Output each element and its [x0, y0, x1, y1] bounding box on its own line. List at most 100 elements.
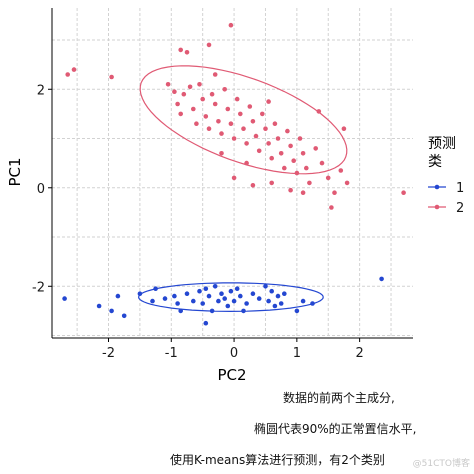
point-cluster-2 — [269, 155, 275, 161]
point-cluster-2 — [332, 190, 337, 195]
y-tick-label: 2 — [37, 83, 45, 98]
point-cluster-2 — [191, 106, 196, 112]
point-cluster-2 — [231, 175, 237, 181]
point-cluster-2 — [313, 146, 319, 151]
point-cluster-2 — [278, 151, 284, 156]
x-tick-label: 2 — [355, 346, 363, 361]
point-cluster-1 — [228, 288, 234, 294]
point-cluster-2 — [172, 89, 177, 94]
point-cluster-1 — [150, 298, 155, 304]
point-cluster-1 — [272, 303, 278, 309]
point-cluster-1 — [153, 286, 158, 292]
x-tick-label: -1 — [165, 346, 178, 361]
legend-key-point-1 — [434, 184, 440, 190]
point-cluster-2 — [291, 158, 297, 163]
legend-title-line-1: 预测 — [428, 136, 456, 152]
point-cluster-2 — [203, 114, 209, 119]
point-cluster-1 — [191, 298, 196, 304]
point-cluster-2 — [297, 136, 303, 141]
caption-line-2: 椭圆代表90%的正常置信水平, — [254, 422, 417, 436]
point-cluster-1 — [269, 288, 275, 294]
x-tick-label: -2 — [102, 346, 115, 361]
point-cluster-1 — [238, 293, 243, 299]
point-cluster-1 — [175, 301, 180, 306]
point-cluster-1 — [172, 293, 177, 299]
point-cluster-2 — [307, 180, 312, 186]
point-cluster-2 — [178, 47, 183, 53]
point-cluster-1 — [109, 308, 114, 314]
point-cluster-2 — [244, 141, 249, 146]
point-cluster-2 — [71, 67, 77, 72]
point-cluster-2 — [304, 165, 309, 171]
point-cluster-1 — [266, 298, 271, 304]
point-cluster-2 — [65, 72, 70, 77]
point-cluster-2 — [250, 183, 256, 188]
point-cluster-1 — [310, 301, 315, 306]
point-cluster-2 — [288, 143, 293, 149]
point-cluster-2 — [206, 42, 212, 48]
point-cluster-1 — [241, 308, 246, 314]
y-tick-label: 0 — [37, 182, 45, 197]
point-cluster-2 — [187, 84, 193, 90]
x-tick-label: 1 — [293, 346, 301, 361]
point-cluster-2 — [209, 91, 215, 97]
point-cluster-1 — [115, 293, 121, 299]
point-cluster-1 — [250, 291, 256, 297]
ellipse-cluster-2 — [139, 65, 348, 175]
grid-lines — [52, 8, 413, 338]
point-cluster-2 — [212, 101, 218, 107]
point-cluster-1 — [137, 291, 143, 297]
point-cluster-1 — [294, 308, 300, 314]
caption-line-3: 使用K-means算法进行预测，有2个类别 — [170, 453, 385, 467]
x-axis-title: PC2 — [217, 366, 246, 384]
point-cluster-2 — [212, 72, 218, 77]
point-cluster-2 — [109, 74, 114, 80]
point-cluster-1 — [209, 308, 215, 314]
point-cluster-1 — [300, 298, 306, 304]
point-cluster-2 — [165, 82, 171, 87]
point-cluster-1 — [197, 288, 202, 294]
point-cluster-1 — [178, 308, 183, 314]
point-cluster-2 — [319, 160, 325, 166]
point-cluster-1 — [62, 296, 67, 301]
point-cluster-2 — [197, 82, 202, 87]
point-cluster-2 — [200, 96, 205, 102]
point-cluster-1 — [278, 301, 284, 306]
point-cluster-2 — [272, 121, 278, 126]
point-cluster-1 — [200, 301, 205, 306]
point-cluster-1 — [275, 293, 281, 299]
y-axis-title: PC1 — [6, 157, 24, 186]
point-cluster-2 — [338, 168, 344, 173]
point-cluster-1 — [231, 298, 237, 304]
point-cluster-2 — [256, 148, 262, 154]
point-cluster-2 — [269, 180, 275, 186]
point-cluster-2 — [401, 190, 406, 195]
point-cluster-2 — [266, 99, 271, 104]
point-cluster-2 — [219, 151, 224, 156]
point-cluster-2 — [231, 136, 237, 141]
point-cluster-2 — [222, 87, 227, 92]
point-cluster-2 — [234, 96, 240, 102]
y-tick-label: -2 — [32, 280, 45, 295]
point-cluster-2 — [206, 126, 212, 131]
ellipse-cluster-1 — [137, 282, 324, 313]
point-cluster-2 — [275, 136, 281, 141]
point-cluster-2 — [300, 190, 306, 195]
point-cluster-2 — [344, 180, 350, 186]
point-cluster-2 — [244, 160, 249, 166]
point-cluster-2 — [184, 50, 190, 55]
data-points — [62, 22, 406, 326]
axes — [51, 8, 413, 339]
point-cluster-2 — [228, 22, 234, 28]
point-cluster-2 — [329, 205, 334, 210]
point-cluster-1 — [222, 296, 227, 301]
legend-label-1: 1 — [456, 181, 464, 196]
point-cluster-2 — [250, 119, 256, 124]
point-cluster-1 — [203, 320, 209, 326]
legend-title-line-2: 类 — [428, 154, 442, 170]
point-cluster-1 — [121, 313, 127, 319]
point-cluster-2 — [194, 121, 199, 126]
point-cluster-2 — [178, 111, 183, 117]
point-cluster-2 — [282, 165, 287, 171]
